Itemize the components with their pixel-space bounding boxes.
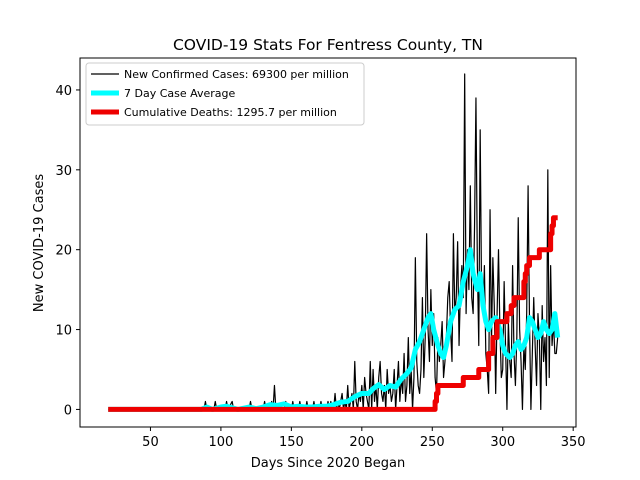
y-tick-label: 10 [55,324,72,339]
x-tick-label: 200 [349,435,374,450]
y-tick-label: 20 [55,244,72,259]
plot-frame [79,57,577,428]
x-tick-label: 250 [420,435,445,450]
legend-label-deaths: Cumulative Deaths: 1295.7 per million [124,106,337,119]
y-tick-label: 40 [55,84,72,99]
y-axis: 0 10 20 30 40 [55,84,80,418]
x-tick-label: 150 [279,435,304,450]
y-tick-label: 0 [64,403,72,418]
legend-label-average: 7 Day Case Average [124,87,236,100]
x-axis-label: Days Since 2020 Began [251,456,406,471]
y-tick-label: 30 [55,164,72,179]
y-axis-label: New COVID-19 Cases [32,174,47,312]
x-axis: 50 100 150 200 250 300 350 [142,427,586,450]
x-tick-label: 100 [208,435,233,450]
chart-title: COVID-19 Stats For Fentress County, TN [173,36,483,54]
cumulative-deaths-line [108,215,558,412]
x-tick-label: 350 [561,435,586,450]
legend-box [85,62,365,126]
seven-day-average-line [108,247,561,412]
x-tick-label: 300 [490,435,515,450]
legend: New Confirmed Cases: 69300 per million 7… [85,62,365,126]
plot-lines [108,73,561,412]
x-tick-label: 50 [142,435,159,450]
legend-label-cases: New Confirmed Cases: 69300 per million [124,68,349,81]
